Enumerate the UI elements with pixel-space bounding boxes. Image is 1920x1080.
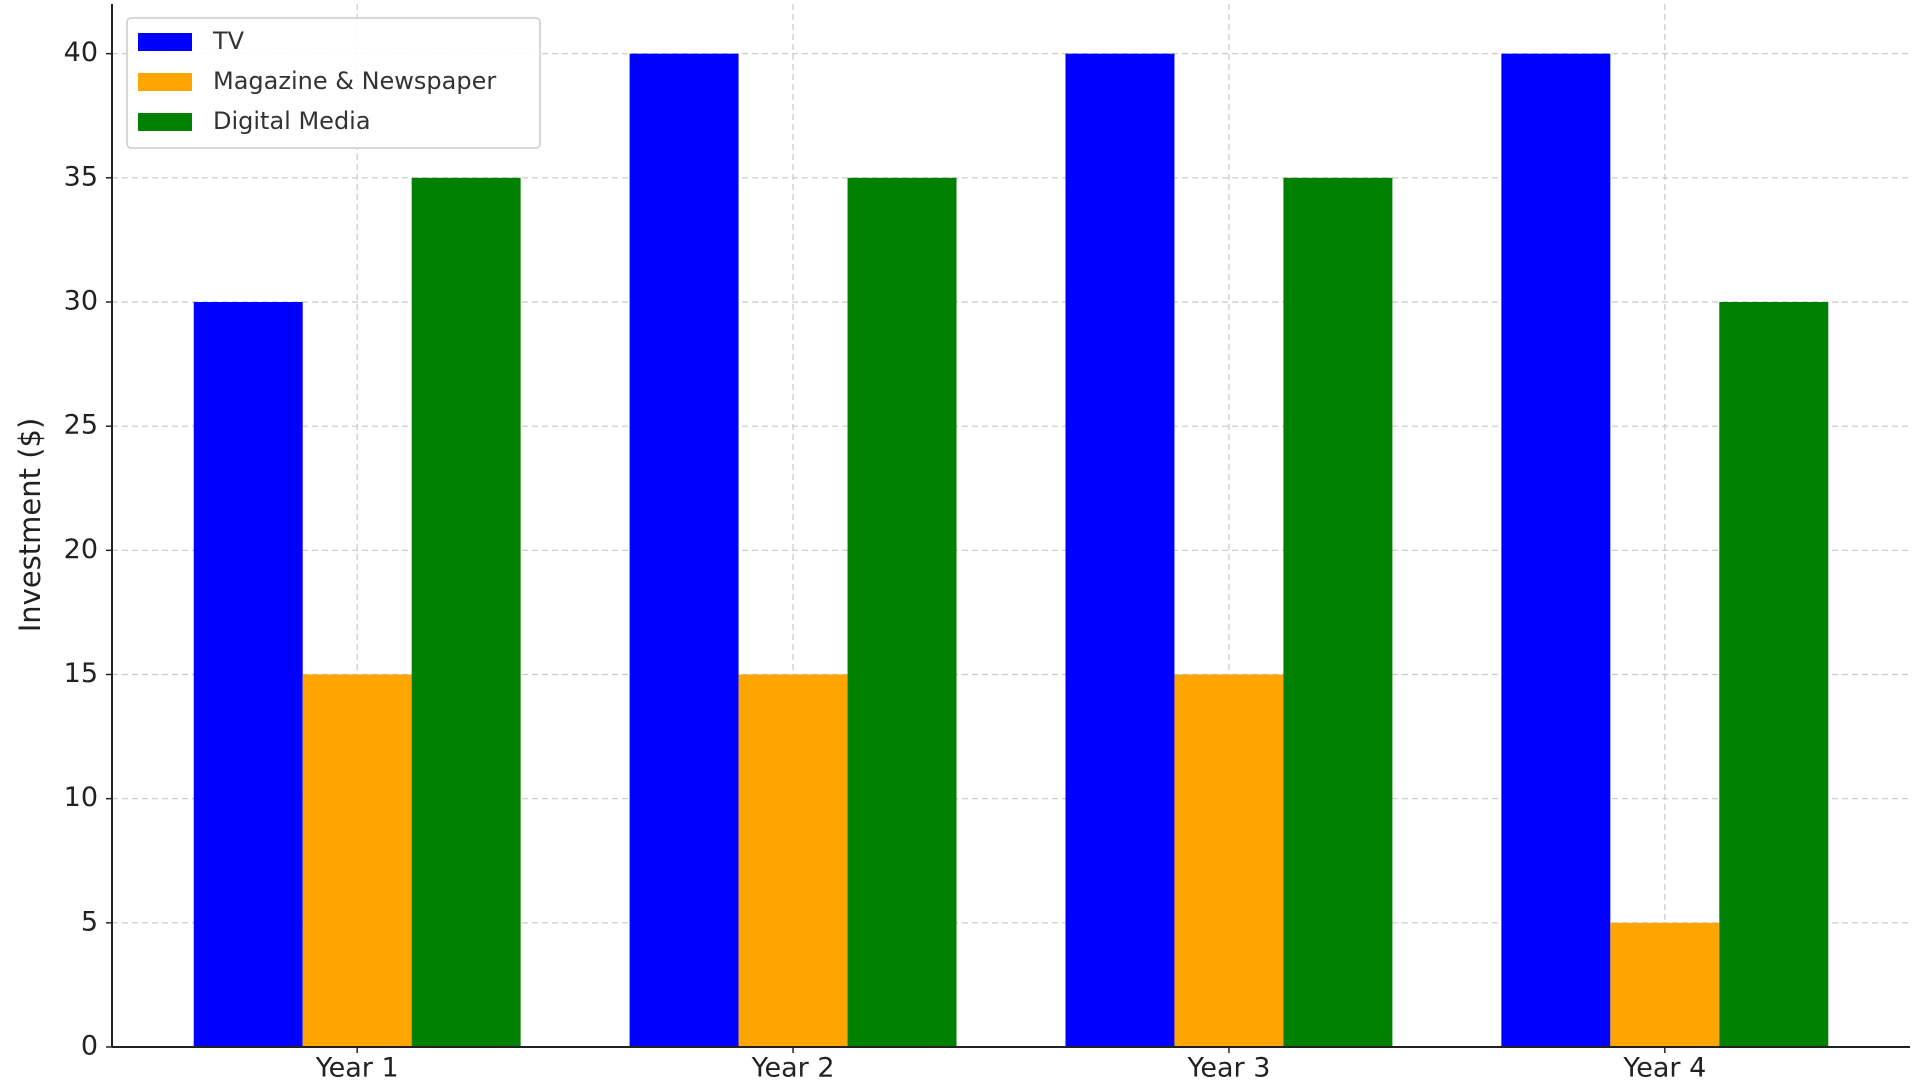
y-tick-label: 25 — [64, 410, 98, 441]
y-tick-label: 15 — [64, 658, 98, 689]
bar — [1610, 922, 1720, 1047]
bar — [629, 53, 739, 1047]
bar — [1719, 302, 1829, 1047]
legend-label: TV — [212, 27, 245, 55]
bar — [738, 674, 848, 1047]
y-tick-label: 0 — [81, 1031, 98, 1062]
bar — [1283, 177, 1393, 1048]
legend-swatch — [138, 73, 192, 91]
legend-box — [126, 17, 541, 149]
legend-swatch — [138, 33, 192, 51]
x-tick-label: Year 3 — [1186, 1053, 1270, 1080]
legend-label: Magazine & Newspaper — [213, 67, 496, 95]
bar — [1174, 674, 1284, 1047]
bar — [193, 302, 303, 1047]
legend-swatch — [138, 113, 192, 131]
y-tick-label: 40 — [64, 37, 98, 68]
grid — [112, 4, 1910, 1048]
y-tick-label: 5 — [81, 906, 98, 937]
bar — [1501, 53, 1611, 1047]
y-tick-label: 10 — [64, 782, 98, 813]
x-tick-label: Year 1 — [315, 1053, 399, 1080]
bar — [847, 177, 957, 1048]
y-tick-label: 30 — [64, 286, 98, 317]
y-tick-label: 35 — [64, 161, 98, 192]
y-tick-label: 20 — [64, 534, 98, 565]
x-tick-label: Year 4 — [1622, 1053, 1706, 1080]
legend-label: Digital Media — [213, 107, 371, 135]
x-tick-label: Year 2 — [751, 1053, 835, 1080]
legend: TV Magazine & Newspaper Digital Media — [126, 17, 541, 149]
bar — [411, 177, 521, 1048]
bar — [302, 674, 412, 1047]
bar — [1065, 53, 1175, 1047]
y-axis-label: Investment ($) — [13, 418, 47, 633]
